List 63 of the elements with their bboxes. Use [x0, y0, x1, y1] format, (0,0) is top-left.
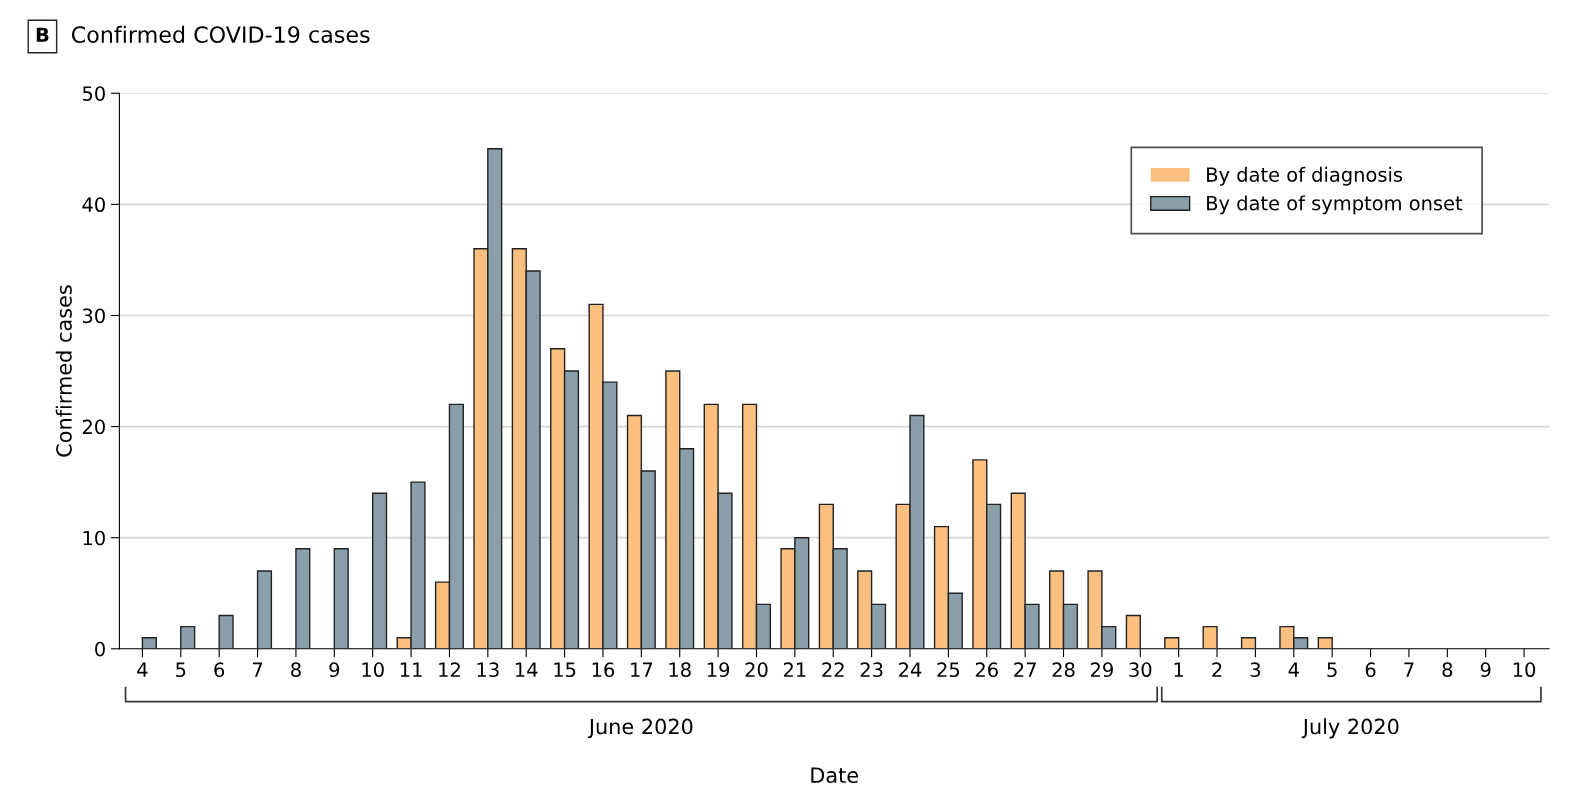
legend-label: By date of diagnosis — [1207, 166, 1403, 186]
y-tick-label: 50 — [82, 86, 105, 101]
x-tick-label: 13 — [477, 662, 499, 678]
x-tick-label: 30 — [1129, 662, 1152, 678]
text: July 2020 — [1301, 718, 1399, 739]
bar — [218, 614, 234, 649]
x-tick-label: 17 — [631, 662, 653, 677]
x-tick-label: 5 — [176, 662, 186, 678]
y-tick-label: 0 — [95, 641, 105, 657]
x-tick-label: 23 — [860, 662, 883, 678]
bar — [1240, 636, 1257, 649]
x-tick-label: 25 — [937, 662, 960, 678]
x-tick-label: 4 — [137, 662, 148, 677]
y-tick-label: 10 — [83, 530, 105, 546]
x-tick-label: 4 — [1288, 662, 1299, 677]
y-axis-title: Confirmed cases — [55, 285, 72, 457]
x-tick-label: 20 — [745, 662, 768, 678]
x-tick-label: 24 — [899, 662, 922, 677]
bar — [295, 548, 311, 649]
x-tick-label: 7 — [1404, 662, 1414, 677]
bar — [1317, 636, 1333, 649]
x-tick-label: 10 — [362, 662, 384, 678]
y-tick-label: 20 — [82, 419, 105, 435]
x-tick-label: 19 — [707, 662, 730, 678]
x-tick-label: 29 — [1090, 662, 1113, 678]
x-tick-label: 5 — [1327, 662, 1337, 678]
y-tick-label: 40 — [82, 197, 105, 213]
legend-label: By date of symptom onset — [1207, 195, 1463, 215]
x-tick-label: 1 — [1174, 662, 1184, 677]
x-tick-label: 2 — [1212, 662, 1222, 677]
bar — [1202, 625, 1218, 649]
x-tick-label: 27 — [1014, 662, 1036, 677]
x-tick-label: 22 — [822, 662, 844, 677]
x-tick-label: 14 — [515, 662, 538, 677]
bar — [333, 548, 349, 649]
y-tick-label: 30 — [82, 308, 105, 324]
x-tick-label: 11 — [400, 662, 422, 677]
x-tick-label: 3 — [1250, 662, 1261, 678]
bar — [180, 625, 196, 649]
x-tick-label: 9 — [329, 662, 340, 678]
bar — [372, 492, 388, 649]
x-tick-label: 9 — [1480, 662, 1491, 678]
x-tick-label: 21 — [783, 662, 806, 677]
x-tick-label: 28 — [1052, 662, 1075, 678]
x-tick-label: 8 — [1442, 662, 1453, 678]
x-tick-label: 10 — [1513, 662, 1536, 678]
x-tick-label: 8 — [291, 662, 301, 678]
bar — [256, 570, 273, 649]
bar — [141, 636, 157, 649]
x-tick-label: 16 — [592, 662, 615, 678]
text: June 2020 — [587, 718, 693, 739]
x-tick-label: 15 — [554, 662, 576, 678]
bar — [1125, 614, 1141, 649]
x-tick-label: 6 — [214, 662, 225, 678]
x-tick-label: 26 — [975, 662, 998, 678]
bar — [1164, 636, 1180, 649]
x-tick-label: 7 — [252, 662, 263, 677]
text: B — [36, 27, 49, 42]
chart-title: Confirmed COVID-19 cases — [71, 25, 370, 43]
x-tick-label: 12 — [439, 662, 460, 677]
x-axis-title: Date — [811, 767, 858, 784]
x-tick-label: 6 — [1365, 662, 1376, 678]
x-tick-label: 18 — [669, 662, 691, 678]
